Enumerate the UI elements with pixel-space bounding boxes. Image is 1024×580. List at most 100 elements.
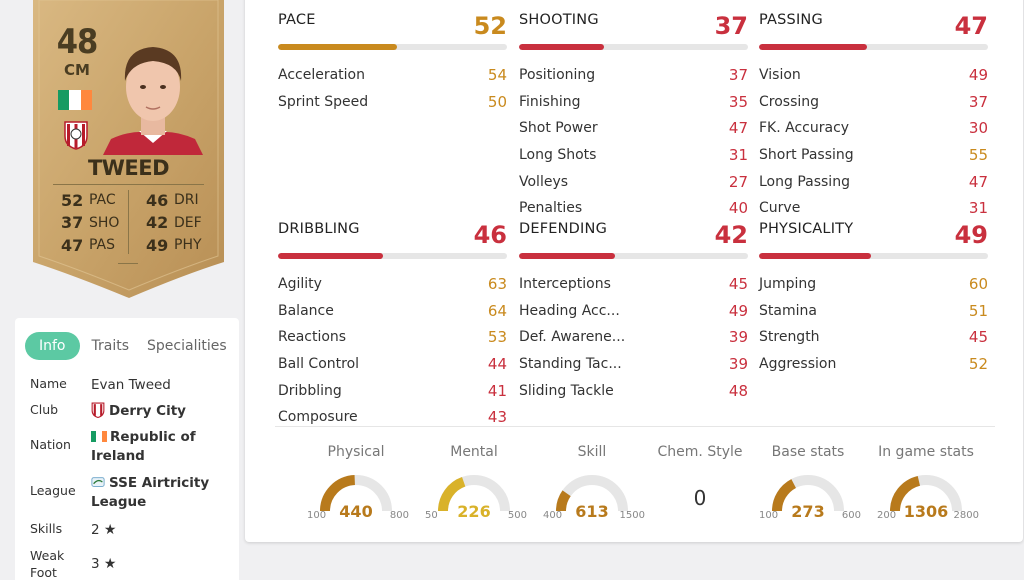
- gauge-min: 100: [307, 510, 327, 521]
- player-portrait: [103, 47, 203, 155]
- card-stat-value: 46: [146, 190, 169, 210]
- sub-stat: Strength 45: [759, 324, 988, 351]
- card-stat-key: SHO: [89, 214, 120, 231]
- club-link[interactable]: Derry City: [109, 403, 186, 419]
- sub-stat: Heading Acc... 49: [519, 298, 748, 325]
- gauge-label: Base stats: [771, 444, 845, 460]
- sub-stat-value: 31: [728, 146, 748, 165]
- sub-stat-value: 31: [968, 199, 988, 218]
- category-value: 47: [954, 12, 988, 40]
- info-value[interactable]: Derry City: [91, 402, 235, 421]
- sub-stat: Acceleration 54: [278, 62, 507, 89]
- sub-stat-name: Heading Acc...: [519, 302, 620, 319]
- gauge-value: 226: [457, 502, 490, 521]
- category-header: PACE 52: [278, 0, 507, 40]
- sub-stat-value: 41: [487, 381, 507, 400]
- ireland-flag-icon: [91, 431, 107, 442]
- sub-stat: Curve 31: [759, 195, 988, 222]
- category-value: 49: [954, 221, 988, 249]
- info-row-nation: Nation Republic of Ireland: [30, 428, 235, 466]
- gauge-base-stats: Base stats 273 100 600: [749, 444, 867, 526]
- info-label: Weak Foot: [30, 548, 65, 580]
- sub-stat-list: Positioning 37 Finishing 35 Shot Power 47 Long…: [519, 62, 748, 222]
- league-link[interactable]: SSE Airtricity League: [91, 475, 210, 510]
- info-value[interactable]: Republic of Ireland: [91, 428, 235, 466]
- category-header: PASSING 47: [759, 0, 988, 40]
- sub-stat: Agility 63: [278, 271, 507, 298]
- gauge-mental: Mental 226 50 500: [415, 444, 533, 526]
- card-stat-value: 47: [61, 235, 84, 255]
- sub-stat: Sprint Speed 50: [278, 89, 507, 116]
- sub-stat-value: 39: [728, 328, 748, 347]
- sub-stat: Balance 64: [278, 298, 507, 325]
- sub-stat-value: 45: [968, 328, 988, 347]
- gauge-arc: 613: [556, 475, 628, 521]
- gauge-max: 600: [841, 510, 861, 521]
- info-value: Evan Tweed: [91, 377, 171, 393]
- sub-stat-value: 39: [728, 355, 748, 374]
- tab-traits[interactable]: Traits: [91, 338, 130, 354]
- tab-specialities[interactable]: Specialities: [147, 338, 227, 354]
- sub-stat-value: 51: [968, 301, 988, 320]
- card-stats-right: 46 DRI 42 DEF 49 PHY: [146, 189, 216, 257]
- sub-stat-value: 60: [968, 275, 988, 294]
- sub-stat-value: 35: [728, 92, 748, 111]
- gauge-chem-style: Chem. Style 0: [641, 444, 759, 510]
- sub-stat: Composure 43: [278, 404, 507, 431]
- category-header: SHOOTING 37: [519, 0, 748, 40]
- category-value: 52: [473, 12, 507, 40]
- sub-stat-value: 49: [968, 66, 988, 85]
- sub-stat: Standing Tac... 39: [519, 351, 748, 378]
- category-header: PHYSICALITY 49: [759, 209, 988, 249]
- sub-stat-name: Def. Awarene...: [519, 329, 626, 346]
- category-bar: [759, 44, 988, 50]
- sub-stat-value: 53: [487, 328, 507, 347]
- card-position: CM: [64, 61, 90, 79]
- sub-stat: Finishing 35: [519, 89, 748, 116]
- gauge-min: 400: [543, 510, 563, 521]
- sub-stat-name: Shot Power: [519, 120, 598, 137]
- gauge-arc-fill: [556, 475, 628, 512]
- info-value[interactable]: SSE Airtricity League: [91, 474, 235, 512]
- card-stat-value: 37: [61, 213, 84, 233]
- category-defending: DEFENDING 42 Interceptions 45 Heading Acc...…: [519, 209, 748, 400]
- sub-stat: Short Passing 55: [759, 142, 988, 169]
- sub-stat-list: Agility 63 Balance 64 Reactions 53 Ball Contro…: [278, 271, 507, 431]
- card-divider-vertical: [128, 190, 129, 254]
- gauge-arc: 440: [320, 475, 392, 521]
- gauge-label: Skill: [577, 444, 607, 460]
- sub-stat: Dribbling 41: [278, 377, 507, 404]
- category-bar-fill: [519, 253, 616, 259]
- category-value: 42: [714, 221, 748, 249]
- gauge-arc-fill: [438, 475, 510, 512]
- category-bar: [759, 253, 988, 259]
- category-value: 37: [714, 12, 748, 40]
- gauge-max: 1500: [619, 510, 645, 521]
- gauge-max: 2800: [953, 510, 979, 521]
- sub-stat-name: Short Passing: [759, 147, 854, 164]
- sub-stat-name: Interceptions: [519, 276, 611, 293]
- info-label: Club: [30, 402, 59, 417]
- gauge-label: Physical: [327, 444, 385, 460]
- gauge-label: Chem. Style: [657, 444, 743, 460]
- sub-stat-name: Penalties: [519, 200, 583, 217]
- sub-stat: Stamina 51: [759, 298, 988, 325]
- category-dribbling: DRIBBLING 46 Agility 63 Balance 64 Reactions 53…: [278, 209, 507, 426]
- tab-info[interactable]: Info: [25, 332, 80, 360]
- gauge-arc-fill: [890, 475, 962, 512]
- info-row-weak-foot: Weak Foot 3 ★: [30, 547, 235, 580]
- gauge-min: 200: [877, 510, 897, 521]
- sub-stat-value: 27: [728, 172, 748, 191]
- league-logo-icon: [91, 477, 105, 487]
- sub-stat-name: Balance: [278, 302, 334, 319]
- ireland-flag-icon: [58, 90, 92, 110]
- star-icon: ★: [103, 522, 117, 538]
- sub-stat-name: Ball Control: [278, 356, 360, 373]
- info-value: 2 ★: [91, 521, 235, 540]
- nation-link[interactable]: Republic of Ireland: [91, 429, 196, 464]
- info-row-club: Club Derry City: [30, 402, 235, 421]
- category-bar: [519, 253, 748, 259]
- info-row-name: Name Evan Tweed: [30, 376, 235, 395]
- sub-stat-value: 43: [487, 408, 507, 427]
- info-row-skills: Skills 2 ★: [30, 521, 235, 540]
